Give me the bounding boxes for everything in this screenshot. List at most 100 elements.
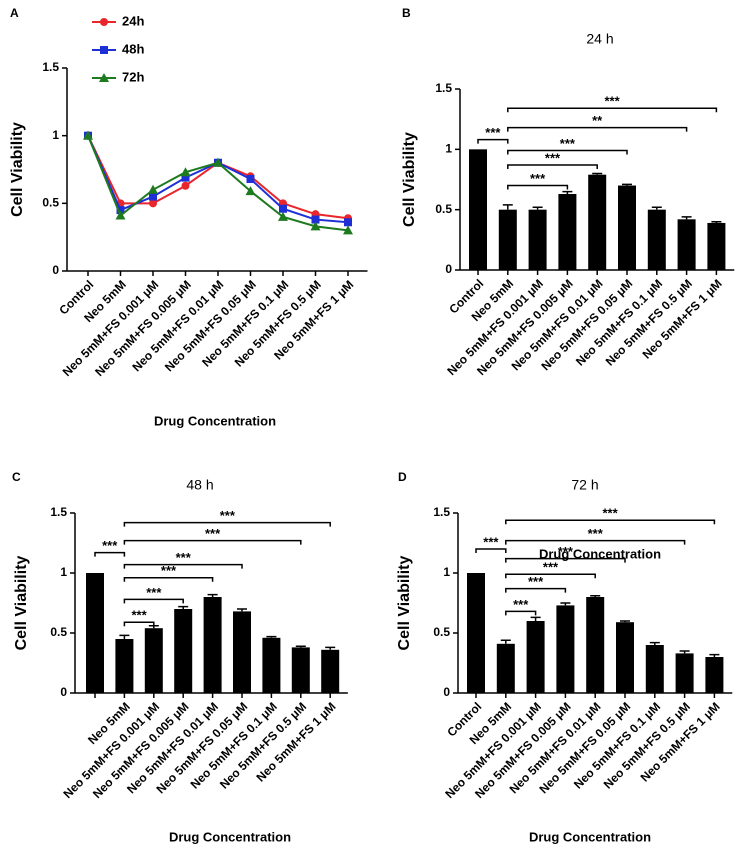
bar <box>203 597 222 693</box>
marker <box>148 184 158 194</box>
marker <box>310 221 321 231</box>
bar <box>647 209 666 270</box>
y-axis-label: Cell Viability <box>396 555 413 650</box>
error-bar <box>178 605 189 609</box>
bar <box>588 174 607 270</box>
y-tick-label: 1.5 <box>42 60 59 74</box>
significance-label: *** <box>146 585 162 600</box>
bar <box>528 209 547 270</box>
y-tick-label: 1 <box>443 565 450 579</box>
significance-label: *** <box>485 125 501 140</box>
legend-label: 24h <box>122 13 144 28</box>
significance-bracket <box>505 539 686 545</box>
error-bar <box>681 216 692 220</box>
significance-label: *** <box>528 574 544 589</box>
y-tick-label: 1.5 <box>433 505 450 519</box>
marker <box>311 215 320 224</box>
bar <box>616 622 634 693</box>
marker <box>245 186 256 196</box>
bar <box>677 219 696 270</box>
marker <box>278 211 288 221</box>
y-tick-label: 1 <box>60 565 67 579</box>
marker <box>213 157 223 167</box>
significance-bracket <box>123 577 214 582</box>
chart-title: 72 h <box>571 477 598 493</box>
significance-bracket <box>505 573 596 579</box>
significance-bracket <box>507 164 598 170</box>
bar <box>233 611 251 693</box>
significance-label: *** <box>102 538 118 553</box>
error-bar <box>709 653 720 657</box>
bar <box>496 643 515 693</box>
y-axis-label: Cell Viability <box>13 555 30 650</box>
error-bar <box>649 641 660 645</box>
marker <box>116 206 125 215</box>
error-bar <box>620 620 630 623</box>
error-bar <box>530 616 541 621</box>
significance-label: *** <box>483 534 499 549</box>
bar <box>321 649 340 693</box>
bar <box>498 209 517 270</box>
legend-marker <box>99 73 109 82</box>
significance-bracket <box>507 107 718 113</box>
significance-bracket <box>507 184 569 190</box>
significance-label: *** <box>161 563 177 578</box>
significance-label: *** <box>545 150 561 165</box>
significance-bracket <box>123 539 302 545</box>
marker <box>344 218 352 227</box>
significance-label: *** <box>205 526 221 541</box>
error-bar <box>266 635 277 638</box>
error-bar <box>651 206 662 210</box>
significance-bracket <box>123 621 155 627</box>
y-tick-label: 0.5 <box>433 625 450 639</box>
significance-label: *** <box>220 508 236 523</box>
bar <box>144 628 163 693</box>
error-bar <box>207 593 218 597</box>
significance-bracket <box>505 610 537 616</box>
y-tick-label: 0 <box>445 262 452 276</box>
significance-bracket <box>123 563 243 569</box>
error-bar <box>560 602 571 606</box>
x-axis-label: Drug Concentration <box>154 413 276 428</box>
significance-label: *** <box>513 597 529 612</box>
error-bar <box>711 220 722 223</box>
significance-bracket <box>475 548 507 553</box>
y-tick-label: 0.5 <box>50 625 67 639</box>
y-axis-label: Cell Viability <box>9 122 26 217</box>
significance-bracket <box>505 557 626 563</box>
bar <box>115 639 134 693</box>
significance-label: *** <box>558 544 574 559</box>
significance-label: ** <box>592 113 603 128</box>
significance-label: *** <box>603 506 619 521</box>
y-tick-label: 1.5 <box>435 81 452 95</box>
significance-label: *** <box>588 526 604 541</box>
marker <box>246 174 255 183</box>
bar <box>86 573 104 693</box>
bar <box>675 653 694 693</box>
error-bar <box>562 190 573 194</box>
legend-label: 48h <box>122 41 144 56</box>
significance-label: *** <box>530 171 546 186</box>
significance-label: *** <box>605 94 621 109</box>
significance-label: *** <box>176 550 192 565</box>
error-bar <box>502 204 513 210</box>
legend-marker <box>100 18 108 26</box>
legend-label: 72h <box>122 69 144 84</box>
significance-bracket <box>505 519 716 525</box>
x-axis-label: Drug Concentration <box>539 546 661 561</box>
bar <box>558 193 577 270</box>
marker <box>181 181 190 190</box>
bar <box>705 657 724 693</box>
error-bar <box>592 172 603 175</box>
significance-bracket <box>94 551 126 557</box>
bar <box>526 621 545 693</box>
chart-title: 24 h <box>586 31 613 47</box>
y-tick-label: 1 <box>445 142 452 156</box>
error-bar <box>679 650 690 654</box>
marker <box>279 204 287 213</box>
error-bar <box>532 206 543 210</box>
significance-label: *** <box>132 608 148 623</box>
significance-bracket <box>507 126 688 132</box>
marker <box>181 173 190 182</box>
